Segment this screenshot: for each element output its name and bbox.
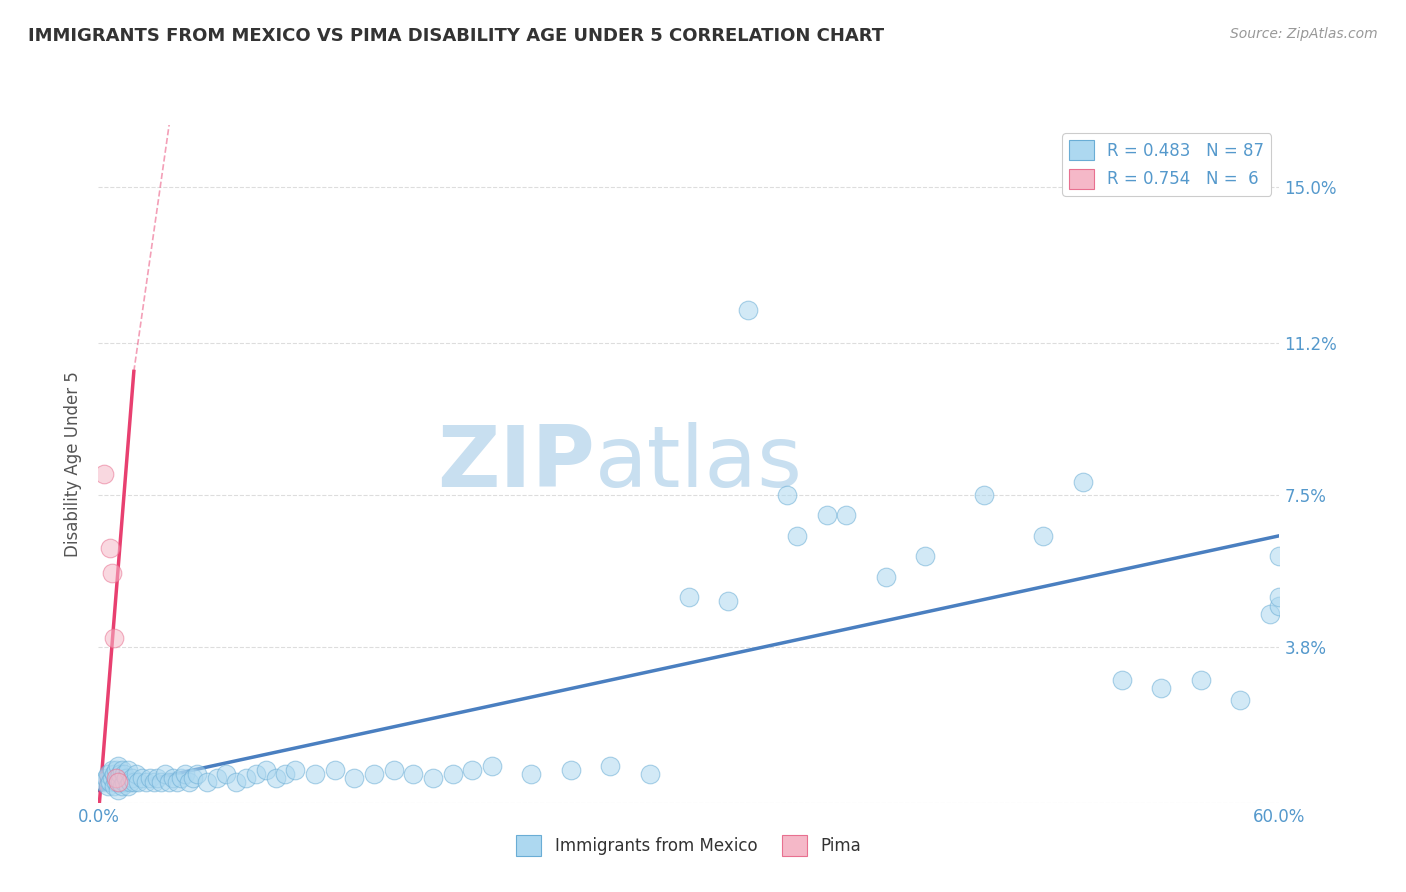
Point bbox=[117, 780, 139, 794]
Point bbox=[786, 529, 808, 543]
Point bbox=[1268, 599, 1291, 613]
Point bbox=[402, 767, 425, 781]
Point bbox=[115, 771, 138, 785]
Text: atlas: atlas bbox=[595, 422, 803, 506]
Point bbox=[150, 775, 173, 789]
Point bbox=[343, 771, 366, 785]
Point bbox=[117, 763, 139, 777]
Point bbox=[170, 771, 193, 785]
Point bbox=[101, 763, 124, 777]
Point bbox=[162, 771, 184, 785]
Point bbox=[142, 775, 165, 789]
Point bbox=[103, 780, 125, 794]
Point bbox=[1032, 529, 1054, 543]
Point bbox=[101, 566, 124, 580]
Point bbox=[98, 775, 121, 789]
Point bbox=[599, 759, 621, 773]
Point bbox=[382, 763, 405, 777]
Point bbox=[264, 771, 287, 785]
Point bbox=[835, 508, 858, 523]
Point bbox=[737, 302, 759, 317]
Point bbox=[422, 771, 444, 785]
Point bbox=[174, 767, 197, 781]
Point bbox=[186, 767, 208, 781]
Point bbox=[1268, 591, 1291, 605]
Point bbox=[121, 771, 143, 785]
Point bbox=[105, 775, 128, 789]
Legend: Immigrants from Mexico, Pima: Immigrants from Mexico, Pima bbox=[510, 829, 868, 863]
Point bbox=[1268, 549, 1291, 564]
Point bbox=[122, 775, 145, 789]
Point bbox=[108, 767, 131, 781]
Point bbox=[1258, 607, 1281, 621]
Point bbox=[112, 767, 135, 781]
Point bbox=[1150, 681, 1173, 695]
Point bbox=[1111, 673, 1133, 687]
Point bbox=[93, 467, 115, 482]
Point bbox=[135, 775, 157, 789]
Point bbox=[815, 508, 838, 523]
Point bbox=[138, 771, 160, 785]
Text: ZIP: ZIP bbox=[437, 422, 595, 506]
Point bbox=[560, 763, 582, 777]
Point bbox=[776, 488, 799, 502]
Point bbox=[441, 767, 464, 781]
Point bbox=[98, 541, 121, 555]
Point bbox=[678, 591, 700, 605]
Point bbox=[1229, 693, 1251, 707]
Point bbox=[638, 767, 661, 781]
Point bbox=[520, 767, 543, 781]
Point bbox=[127, 775, 149, 789]
Point bbox=[973, 488, 995, 502]
Point bbox=[363, 767, 385, 781]
Point bbox=[481, 759, 503, 773]
Point bbox=[245, 767, 267, 781]
Point bbox=[97, 767, 120, 781]
Point bbox=[181, 771, 204, 785]
Point bbox=[103, 767, 125, 781]
Text: Source: ZipAtlas.com: Source: ZipAtlas.com bbox=[1230, 27, 1378, 41]
Point bbox=[215, 767, 238, 781]
Point bbox=[146, 771, 169, 785]
Point bbox=[118, 775, 141, 789]
Point bbox=[177, 775, 200, 789]
Point bbox=[111, 763, 134, 777]
Point bbox=[97, 780, 120, 794]
Point bbox=[93, 775, 115, 789]
Point bbox=[235, 771, 257, 785]
Point bbox=[166, 775, 188, 789]
Point bbox=[107, 783, 129, 797]
Point bbox=[323, 763, 346, 777]
Point bbox=[105, 771, 128, 785]
Point bbox=[107, 771, 129, 785]
Text: IMMIGRANTS FROM MEXICO VS PIMA DISABILITY AGE UNDER 5 CORRELATION CHART: IMMIGRANTS FROM MEXICO VS PIMA DISABILIT… bbox=[28, 27, 884, 45]
Point bbox=[205, 771, 228, 785]
Point bbox=[96, 771, 118, 785]
Point bbox=[914, 549, 936, 564]
Point bbox=[274, 767, 297, 781]
Point bbox=[717, 594, 740, 608]
Point bbox=[225, 775, 247, 789]
Point bbox=[461, 763, 484, 777]
Point bbox=[304, 767, 326, 781]
Point bbox=[1189, 673, 1212, 687]
Point bbox=[875, 570, 897, 584]
Point bbox=[157, 775, 180, 789]
Point bbox=[155, 767, 177, 781]
Point bbox=[107, 759, 129, 773]
Point bbox=[108, 775, 131, 789]
Point bbox=[254, 763, 277, 777]
Point bbox=[284, 763, 307, 777]
Point bbox=[111, 780, 134, 794]
Point bbox=[195, 775, 218, 789]
Point bbox=[1071, 475, 1094, 490]
Point bbox=[101, 771, 124, 785]
Point bbox=[105, 763, 128, 777]
Point bbox=[107, 775, 129, 789]
Point bbox=[125, 767, 148, 781]
Point bbox=[112, 775, 135, 789]
Point bbox=[131, 771, 153, 785]
Y-axis label: Disability Age Under 5: Disability Age Under 5 bbox=[65, 371, 83, 557]
Point bbox=[103, 632, 125, 646]
